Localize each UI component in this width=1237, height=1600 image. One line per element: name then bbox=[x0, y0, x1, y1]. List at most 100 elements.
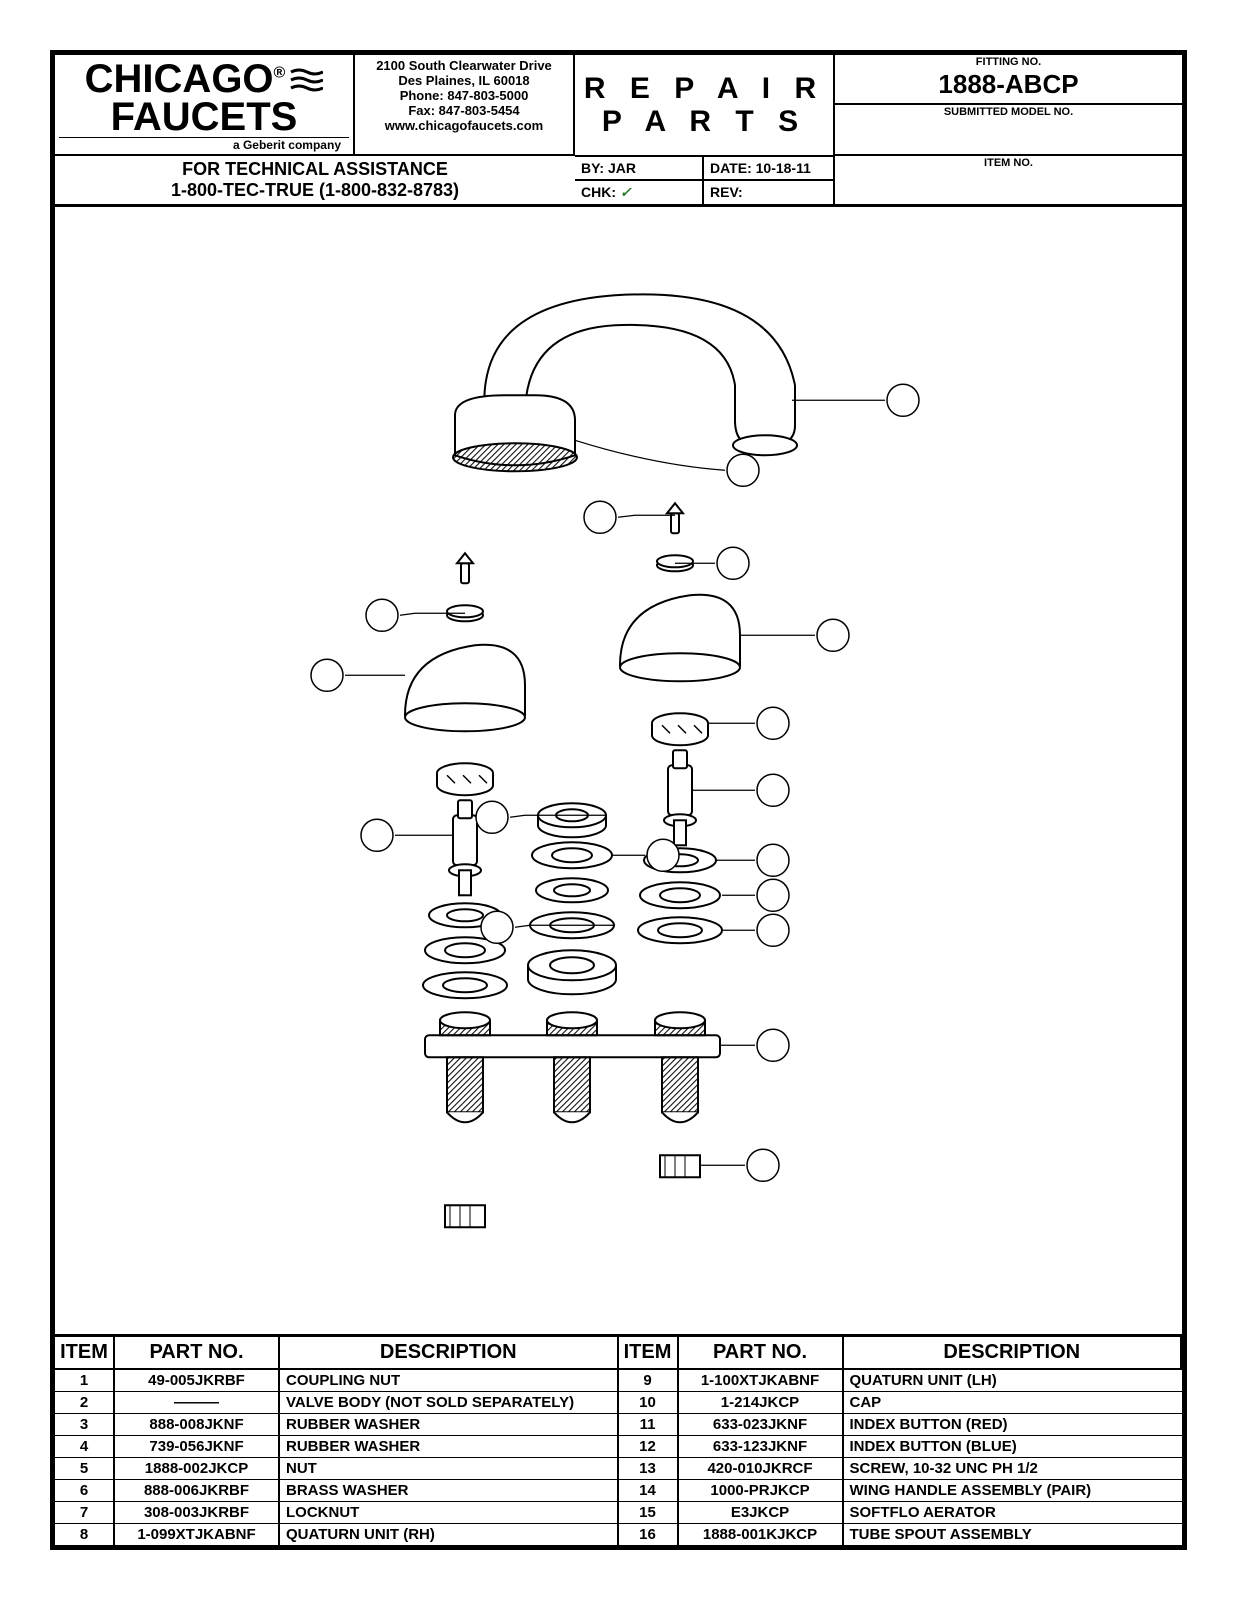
table-cell: BRASS WASHER bbox=[280, 1480, 619, 1502]
center-stack bbox=[528, 804, 616, 995]
table-cell: 10 bbox=[619, 1392, 679, 1414]
svg-text:14: 14 bbox=[317, 666, 337, 686]
table-cell: QUATURN UNIT (RH) bbox=[280, 1524, 619, 1545]
table-cell: 1-100XTJKABNF bbox=[679, 1370, 844, 1392]
table-cell: 7 bbox=[55, 1502, 115, 1524]
logo-tagline: a Geberit company bbox=[59, 137, 349, 152]
itemno-lbl: ITEM NO. bbox=[835, 156, 1182, 170]
addr-l2: Des Plaines, IL 60018 bbox=[357, 74, 571, 89]
table-cell: E3JKCP bbox=[679, 1502, 844, 1524]
fitting-val: 1888-ABCP bbox=[835, 69, 1182, 103]
table-cell: 11 bbox=[619, 1414, 679, 1436]
table-header: ITEM bbox=[55, 1337, 115, 1370]
table-cell: 633-123JKNF bbox=[679, 1436, 844, 1458]
table-cell: VALVE BODY (NOT SOLD SEPARATELY) bbox=[280, 1392, 619, 1414]
table-cell: 8 bbox=[55, 1524, 115, 1545]
by-cell: BY: JAR bbox=[575, 157, 704, 179]
table-cell: 633-023JKNF bbox=[679, 1414, 844, 1436]
itemno-val bbox=[835, 170, 1182, 204]
assist-cell: FOR TECHNICAL ASSISTANCE 1-800-TEC-TRUE … bbox=[55, 154, 575, 204]
svg-text:9: 9 bbox=[372, 826, 382, 846]
valve-body bbox=[425, 1013, 720, 1123]
svg-text:10: 10 bbox=[763, 714, 783, 734]
model-row: SUBMITTED MODEL NO. bbox=[835, 105, 1182, 155]
table-header: DESCRIPTION bbox=[280, 1337, 619, 1370]
address-cell: 2100 South Clearwater Drive Des Plaines,… bbox=[355, 55, 575, 154]
addr-l5: www.chicagofaucets.com bbox=[357, 119, 571, 134]
table-cell: 14 bbox=[619, 1480, 679, 1502]
svg-text:12: 12 bbox=[723, 554, 743, 574]
table-cell: NUT bbox=[280, 1458, 619, 1480]
title-cell: R E P A I R P A R T S BY: JAR DATE: 10-1… bbox=[575, 55, 835, 204]
meta-cell: FITTING NO. 1888-ABCP SUBMITTED MODEL NO… bbox=[835, 55, 1182, 204]
table-cell: ——— bbox=[115, 1392, 280, 1414]
table-cell: 13 bbox=[619, 1458, 679, 1480]
table-cell: INDEX BUTTON (BLUE) bbox=[844, 1436, 1183, 1458]
date-cell: DATE: 10-18-11 bbox=[704, 157, 833, 179]
table-cell: 308-003JKRBF bbox=[115, 1502, 280, 1524]
svg-text:13: 13 bbox=[590, 508, 610, 528]
addr-l1: 2100 South Clearwater Drive bbox=[357, 59, 571, 74]
table-cell: 12 bbox=[619, 1436, 679, 1458]
docmeta-row2: CHK: ✓ REV: bbox=[575, 179, 833, 204]
logo-line1: CHICAGO® bbox=[59, 61, 349, 99]
table-cell: 1-214JKCP bbox=[679, 1392, 844, 1414]
table-cell: 1888-001KJKCP bbox=[679, 1524, 844, 1545]
addr-l3: Phone: 847-803-5000 bbox=[357, 89, 571, 104]
table-cell: 9 bbox=[619, 1370, 679, 1392]
table-cell: 2 bbox=[55, 1392, 115, 1414]
table-cell: 1-099XTJKABNF bbox=[115, 1524, 280, 1545]
parts-table: ITEMPART NO.DESCRIPTIONITEMPART NO.DESCR… bbox=[55, 1334, 1182, 1545]
table-cell: 1888-002JKCP bbox=[115, 1458, 280, 1480]
table-cell: 16 bbox=[619, 1524, 679, 1545]
table-cell: 6 bbox=[55, 1480, 115, 1502]
svg-text:7: 7 bbox=[487, 808, 497, 828]
table-cell: RUBBER WASHER bbox=[280, 1414, 619, 1436]
table-cell: 888-008JKNF bbox=[115, 1414, 280, 1436]
fitting-row: FITTING NO. 1888-ABCP bbox=[835, 55, 1182, 105]
svg-text:1: 1 bbox=[758, 1156, 768, 1176]
table-cell: 1000-PRJKCP bbox=[679, 1480, 844, 1502]
svg-text:5: 5 bbox=[768, 851, 778, 871]
table-cell: 49-005JKRBF bbox=[115, 1370, 280, 1392]
docmeta-row1: BY: JAR DATE: 10-18-11 bbox=[575, 155, 833, 179]
svg-text:16: 16 bbox=[893, 391, 913, 411]
table-cell: CAP bbox=[844, 1392, 1183, 1414]
model-val bbox=[835, 119, 1182, 153]
header: CHICAGO® FAUCETS a Geberit company 2100 … bbox=[55, 55, 1182, 207]
table-cell: 420-010JKRCF bbox=[679, 1458, 844, 1480]
table-cell: 5 bbox=[55, 1458, 115, 1480]
handle-right bbox=[620, 595, 740, 682]
table-cell: RUBBER WASHER bbox=[280, 1436, 619, 1458]
logo-cell: CHICAGO® FAUCETS a Geberit company bbox=[55, 55, 355, 154]
table-cell: 739-056JKNF bbox=[115, 1436, 280, 1458]
rev-cell: REV: bbox=[704, 181, 833, 204]
logo-wave-icon bbox=[289, 63, 323, 99]
page: CHICAGO® FAUCETS a Geberit company 2100 … bbox=[50, 50, 1187, 1550]
exploded-diagram: 16 15 13 12 14 14 11 10 8 9 7 6 5 4 4 3 bbox=[55, 207, 1182, 1334]
svg-text:6: 6 bbox=[658, 846, 668, 866]
table-cell: LOCKNUT bbox=[280, 1502, 619, 1524]
table-cell: 15 bbox=[619, 1502, 679, 1524]
addr-l4: Fax: 847-803-5454 bbox=[357, 104, 571, 119]
table-header: ITEM bbox=[619, 1337, 679, 1370]
svg-text:3: 3 bbox=[768, 921, 778, 941]
table-header: DESCRIPTION bbox=[844, 1337, 1183, 1370]
table-cell: SOFTFLO AERATOR bbox=[844, 1502, 1183, 1524]
logo-line2: FAUCETS bbox=[59, 99, 349, 135]
quaturn-right bbox=[664, 751, 696, 846]
table-cell: 3 bbox=[55, 1414, 115, 1436]
handle-left bbox=[405, 645, 525, 732]
doc-title: R E P A I R P A R T S bbox=[575, 55, 833, 155]
svg-text:11: 11 bbox=[373, 606, 392, 626]
svg-text:2: 2 bbox=[768, 1036, 778, 1056]
table-cell: QUATURN UNIT (LH) bbox=[844, 1370, 1183, 1392]
svg-text:8: 8 bbox=[768, 781, 778, 801]
table-cell: 888-006JKRBF bbox=[115, 1480, 280, 1502]
table-cell: INDEX BUTTON (RED) bbox=[844, 1414, 1183, 1436]
diagram-svg: 16 15 13 12 14 14 11 10 8 9 7 6 5 4 4 3 bbox=[55, 207, 1182, 1334]
table-cell: TUBE SPOUT ASSEMBLY bbox=[844, 1524, 1183, 1545]
assist-l1: FOR TECHNICAL ASSISTANCE bbox=[55, 159, 575, 180]
table-cell: COUPLING NUT bbox=[280, 1370, 619, 1392]
fitting-lbl: FITTING NO. bbox=[835, 55, 1182, 69]
